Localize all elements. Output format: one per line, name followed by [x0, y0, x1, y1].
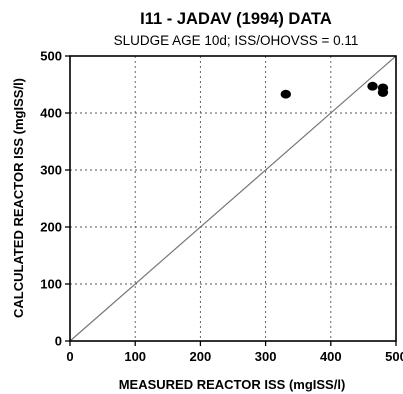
y-tick-label-1: 100 [40, 277, 62, 292]
y-tick-label-3: 300 [40, 163, 62, 178]
data-point-2 [367, 81, 378, 91]
y-axis-label: CALCULATED REACTOR ISS (mgISS/l) [11, 78, 26, 318]
one-to-one-line [69, 55, 397, 342]
plot-area-border [69, 55, 397, 342]
data-point-4 [377, 88, 389, 97]
y-tick-label-4: 400 [40, 106, 62, 121]
data-points [280, 81, 389, 99]
y-tick-label-2: 200 [40, 220, 62, 235]
x-tick-label-0: 0 [66, 349, 73, 364]
x-tick-label-5: 500 [385, 349, 403, 364]
x-tick-label-3: 300 [255, 349, 277, 364]
grid-lines [70, 56, 396, 341]
chart-subtitle: SLUDGE AGE 10d; ISS/OHOVSS = 0.11 [114, 33, 359, 48]
x-axis-ticks: 0 100 200 300 400 500 [66, 341, 403, 364]
x-axis-label: MEASURED REACTOR ISS (mgISS/l) [119, 377, 346, 392]
x-tick-label-2: 200 [190, 349, 212, 364]
y-tick-label-5: 500 [40, 49, 62, 64]
data-point-1 [280, 89, 292, 99]
y-tick-label-0: 0 [55, 334, 62, 349]
chart-title: I11 - JADAV (1994) DATA [140, 10, 332, 28]
x-tick-label-1: 100 [124, 349, 146, 364]
y-axis-ticks: 0 100 200 300 400 500 [40, 49, 70, 349]
x-tick-label-4: 400 [320, 349, 342, 364]
